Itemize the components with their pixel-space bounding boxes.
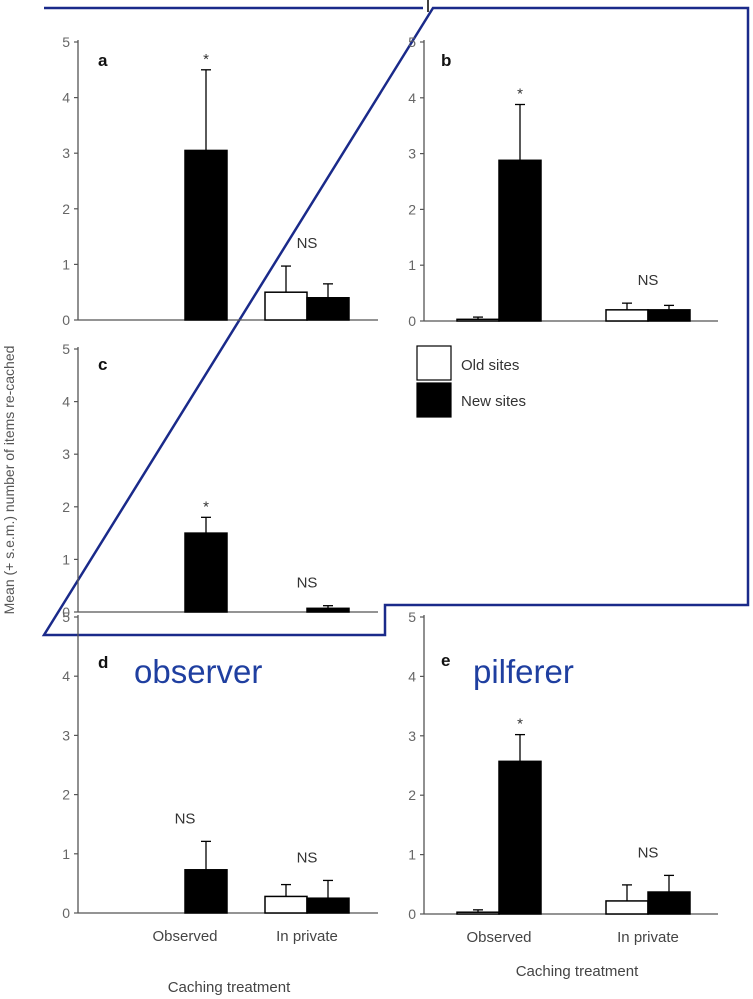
y-tick-label: 0 (62, 604, 70, 620)
significance-label: NS (297, 575, 318, 592)
bar-old-sites (264, 895, 308, 914)
y-tick-label: 2 (408, 787, 416, 803)
y-tick-label: 0 (408, 906, 416, 922)
x-tick-label: Observed (466, 929, 531, 946)
legend: Old sites New sites (416, 345, 526, 418)
y-tick-label: 4 (62, 90, 70, 106)
bar-new-sites (498, 760, 542, 915)
bar-old-sites (605, 309, 649, 322)
y-tick-label: 5 (62, 34, 70, 50)
y-tick-label: 5 (62, 609, 70, 625)
x-tick-label: Observed (152, 928, 217, 945)
panel-label-e: e (441, 651, 450, 670)
y-tick-label: 4 (62, 394, 70, 410)
y-tick-label: 4 (408, 90, 416, 106)
pilferer-annotation: pilferer (473, 653, 574, 690)
y-tick-label: 1 (62, 846, 70, 862)
y-tick-label: 5 (408, 609, 416, 625)
y-tick-label: 0 (62, 905, 70, 921)
bar-old-sites (605, 900, 649, 915)
panel-c: 0 1 2 3 4 5 c * NS (62, 341, 378, 620)
y-tick-label: 3 (62, 727, 70, 743)
bar-old-sites (456, 911, 500, 915)
bar-new-sites (184, 149, 228, 321)
y-tick-label: 4 (408, 668, 416, 684)
x-tick-label: In private (276, 928, 338, 945)
significance-label: NS (638, 844, 659, 861)
panel-label-d: d (98, 653, 108, 672)
y-tick-label: 4 (62, 668, 70, 684)
significance-label: NS (638, 272, 659, 289)
significance-label: * (203, 498, 209, 515)
panels: 0 1 2 3 4 5 a * NS 0 1 2 3 4 5 b * NS 0 1 2 3 4 5 c * NS 0 1 2 3 4 5 d NS O… (62, 34, 718, 946)
significance-label: NS (175, 810, 196, 827)
y-tick-label: 2 (62, 201, 70, 217)
legend-old-label: Old sites (461, 357, 519, 374)
significance-label: * (517, 716, 523, 733)
bar-old-sites (264, 291, 308, 321)
y-tick-label: 5 (62, 341, 70, 357)
x-axis-label-e: Caching treatment (516, 963, 639, 980)
x-tick-label: In private (617, 929, 679, 946)
y-tick-label: 2 (62, 499, 70, 515)
y-tick-label: 2 (62, 787, 70, 803)
panel-e: 0 1 2 3 4 5 e * Observed NS In private (408, 609, 718, 946)
bar-new-sites (306, 297, 350, 321)
panel-label-b: b (441, 51, 451, 70)
panel-label-a: a (98, 51, 108, 70)
legend-new-label: New sites (461, 393, 526, 410)
y-tick-label: 2 (408, 201, 416, 217)
y-tick-label: 1 (62, 551, 70, 567)
y-tick-label: 1 (408, 847, 416, 863)
panel-b: 0 1 2 3 4 5 b * NS (408, 34, 718, 329)
significance-label: * (517, 85, 523, 102)
bar-new-sites (647, 309, 691, 322)
significance-label: NS (297, 235, 318, 252)
y-tick-label: 1 (408, 257, 416, 273)
panel-a: 0 1 2 3 4 5 a * NS (62, 34, 378, 328)
y-tick-label: 3 (62, 145, 70, 161)
y-tick-label: 3 (408, 146, 416, 162)
y-tick-label: 1 (62, 256, 70, 272)
panel-label-c: c (98, 355, 107, 374)
bar-new-sites (306, 897, 350, 914)
legend-new-swatch (416, 382, 452, 418)
y-tick-label: 3 (408, 728, 416, 744)
bar-new-sites (184, 532, 228, 613)
y-tick-label: 0 (62, 312, 70, 328)
observer-annotation: observer (134, 653, 263, 690)
y-axis-label: Mean (+ s.e.m.) number of items re-cache… (1, 346, 17, 615)
legend-old-swatch (416, 345, 452, 381)
bar-new-sites (647, 891, 691, 915)
bar-new-sites (184, 869, 228, 914)
bar-old-sites (456, 318, 500, 322)
bar-new-sites (498, 159, 542, 322)
x-axis-label-d: Caching treatment (168, 979, 291, 996)
significance-label: * (203, 51, 209, 68)
y-tick-label: 5 (408, 34, 416, 50)
bar-new-sites (306, 607, 350, 613)
y-tick-label: 0 (408, 313, 416, 329)
significance-label: NS (297, 849, 318, 866)
y-tick-label: 3 (62, 446, 70, 462)
highlight-frame (41, 6, 750, 637)
panel-d: 0 1 2 3 4 5 d NS Observed NS In private (62, 609, 378, 945)
